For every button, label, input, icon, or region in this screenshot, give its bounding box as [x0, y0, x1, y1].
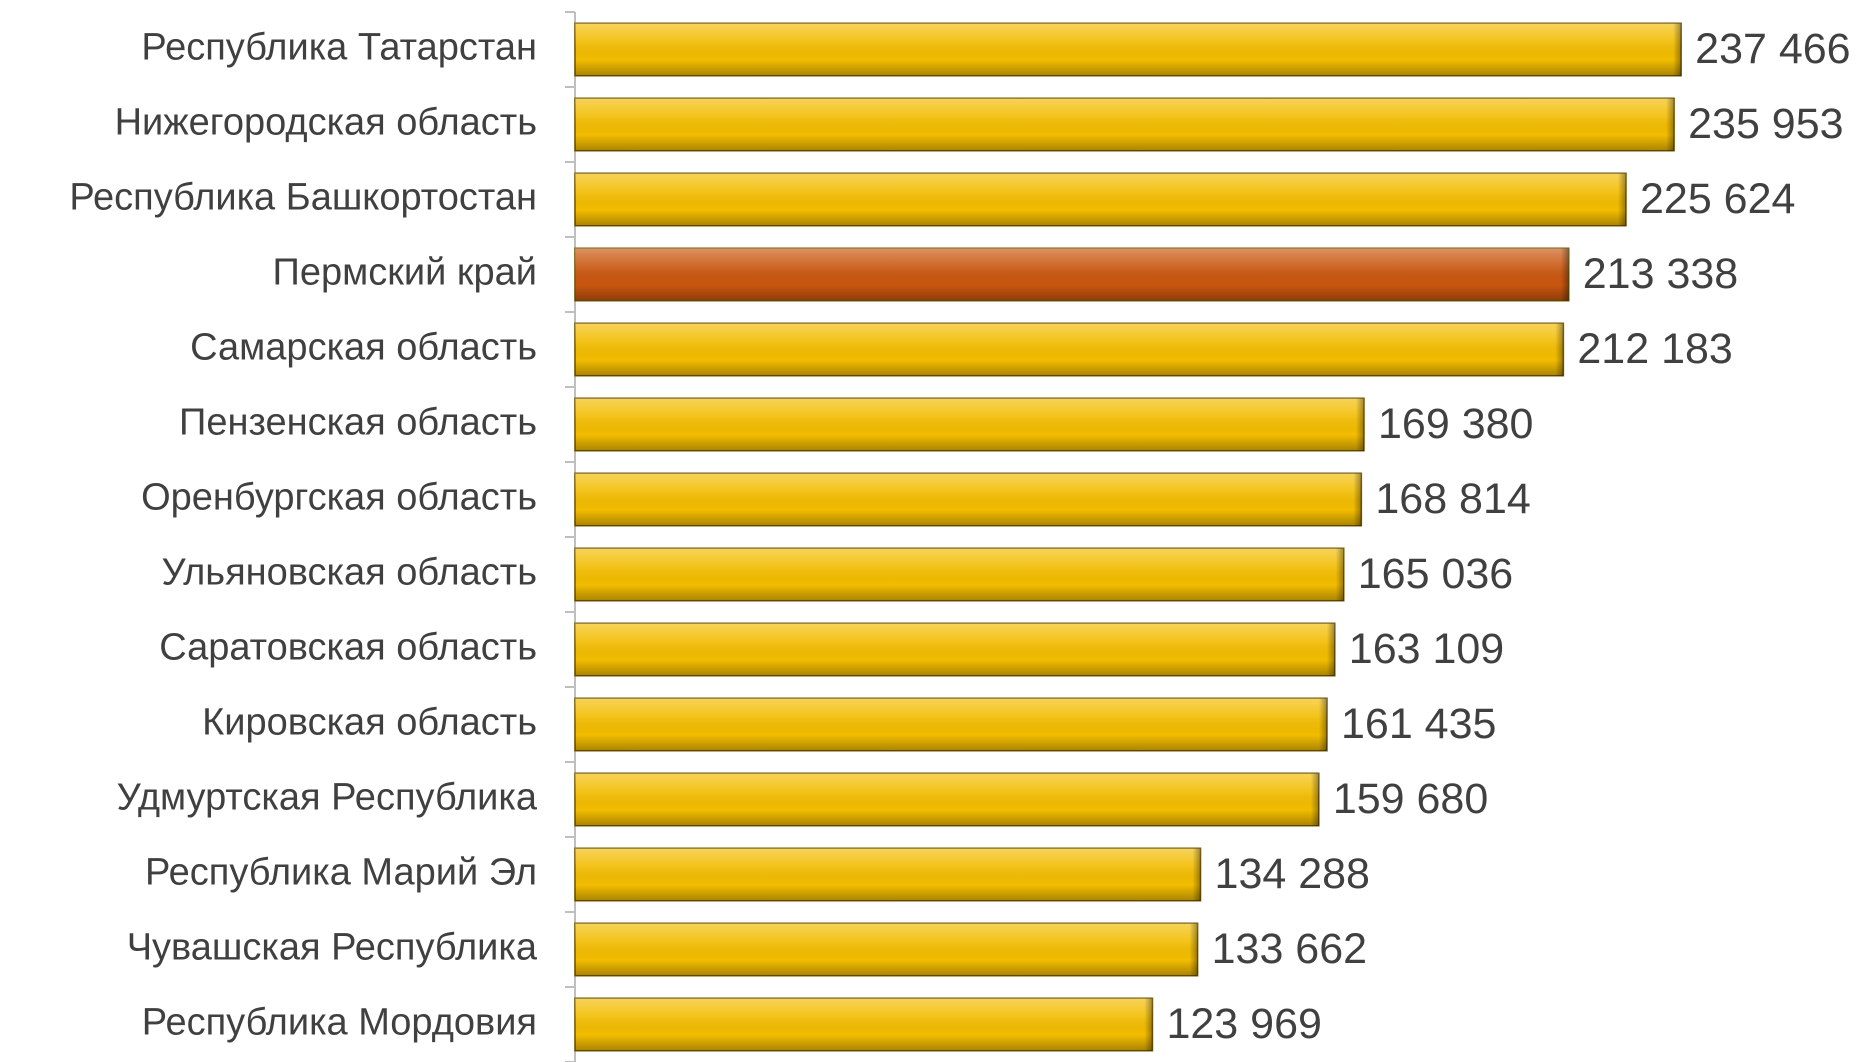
value-label: 134 288	[1215, 850, 1370, 898]
bar-shade	[575, 623, 1335, 676]
bar-shade	[575, 98, 1675, 151]
bar-end	[1192, 848, 1201, 901]
bar-end	[1353, 473, 1362, 526]
category-label: Оренбургская область	[141, 477, 537, 519]
bar-shade	[575, 323, 1564, 376]
value-label: 133 662	[1212, 925, 1367, 973]
bar-shade	[575, 173, 1626, 226]
bar-end	[1666, 98, 1675, 151]
bar-end	[1356, 398, 1365, 451]
category-label: Самарская область	[190, 327, 537, 369]
bar-shade	[575, 773, 1319, 826]
bar-end	[1318, 698, 1327, 751]
category-label: Ульяновская область	[162, 552, 537, 594]
value-label: 225 624	[1640, 175, 1795, 223]
category-label: Удмуртская Республика	[117, 777, 538, 819]
value-label: 237 466	[1695, 25, 1850, 73]
value-label: 169 380	[1378, 400, 1533, 448]
bar-end	[1189, 923, 1198, 976]
category-label: Нижегородская область	[115, 102, 537, 144]
category-label: Республика Татарстан	[141, 27, 537, 69]
category-label: Чувашская Республика	[127, 927, 538, 969]
category-label: Пензенская область	[179, 402, 537, 444]
bar-shade	[575, 548, 1344, 601]
bar-end	[1673, 23, 1682, 76]
bar-end	[1310, 773, 1319, 826]
value-label: 168 814	[1375, 475, 1530, 523]
category-label: Республика Башкортостан	[69, 177, 537, 219]
value-label: 161 435	[1341, 700, 1496, 748]
bar-shade	[575, 698, 1327, 751]
bar-shade	[575, 998, 1153, 1051]
bar-shade	[575, 473, 1362, 526]
value-label: 212 183	[1577, 325, 1732, 373]
category-label: Республика Мордовия	[142, 1002, 537, 1044]
bar-end	[1617, 173, 1626, 226]
bar-end	[1560, 248, 1569, 301]
value-label: 235 953	[1688, 100, 1843, 148]
category-label: Пермский край	[273, 252, 537, 294]
value-label: 213 338	[1583, 250, 1738, 298]
category-label: Кировская область	[202, 702, 537, 744]
bar-shade	[575, 848, 1201, 901]
bar-end	[1144, 998, 1153, 1051]
bar-shade	[575, 398, 1365, 451]
bar-end	[1555, 323, 1564, 376]
category-label: Саратовская область	[159, 627, 537, 669]
bar-shade	[575, 923, 1198, 976]
bar-end	[1335, 548, 1344, 601]
bar-shade	[575, 248, 1569, 301]
category-label: Республика Марий Эл	[145, 852, 537, 894]
value-label: 123 969	[1166, 1000, 1321, 1048]
value-label: 165 036	[1358, 550, 1513, 598]
bar-shade	[575, 23, 1682, 76]
value-label: 163 109	[1349, 625, 1504, 673]
bar-end	[1326, 623, 1335, 676]
value-label: 159 680	[1333, 775, 1488, 823]
